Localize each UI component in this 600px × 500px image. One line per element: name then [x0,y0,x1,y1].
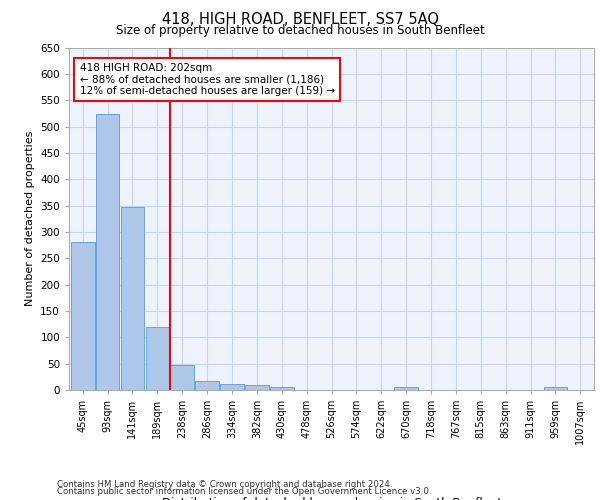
Text: Contains HM Land Registry data © Crown copyright and database right 2024.: Contains HM Land Registry data © Crown c… [57,480,392,489]
Bar [544,388,567,390]
Text: 418, HIGH ROAD, BENFLEET, SS7 5AQ: 418, HIGH ROAD, BENFLEET, SS7 5AQ [161,12,439,28]
Bar [121,207,144,390]
Bar [195,381,219,390]
X-axis label: Distribution of detached houses by size in South Benfleet: Distribution of detached houses by size … [161,497,502,500]
Text: Contains public sector information licensed under the Open Government Licence v3: Contains public sector information licen… [57,487,431,496]
Y-axis label: Number of detached properties: Number of detached properties [25,131,35,306]
Text: Size of property relative to detached houses in South Benfleet: Size of property relative to detached ho… [116,24,484,37]
Bar [96,114,119,390]
Bar [270,387,293,390]
Bar [170,365,194,390]
Bar [71,242,95,390]
Text: 418 HIGH ROAD: 202sqm
← 88% of detached houses are smaller (1,186)
12% of semi-d: 418 HIGH ROAD: 202sqm ← 88% of detached … [79,63,335,96]
Bar [220,384,244,390]
Bar [394,388,418,390]
Bar [245,384,269,390]
Bar [146,327,169,390]
